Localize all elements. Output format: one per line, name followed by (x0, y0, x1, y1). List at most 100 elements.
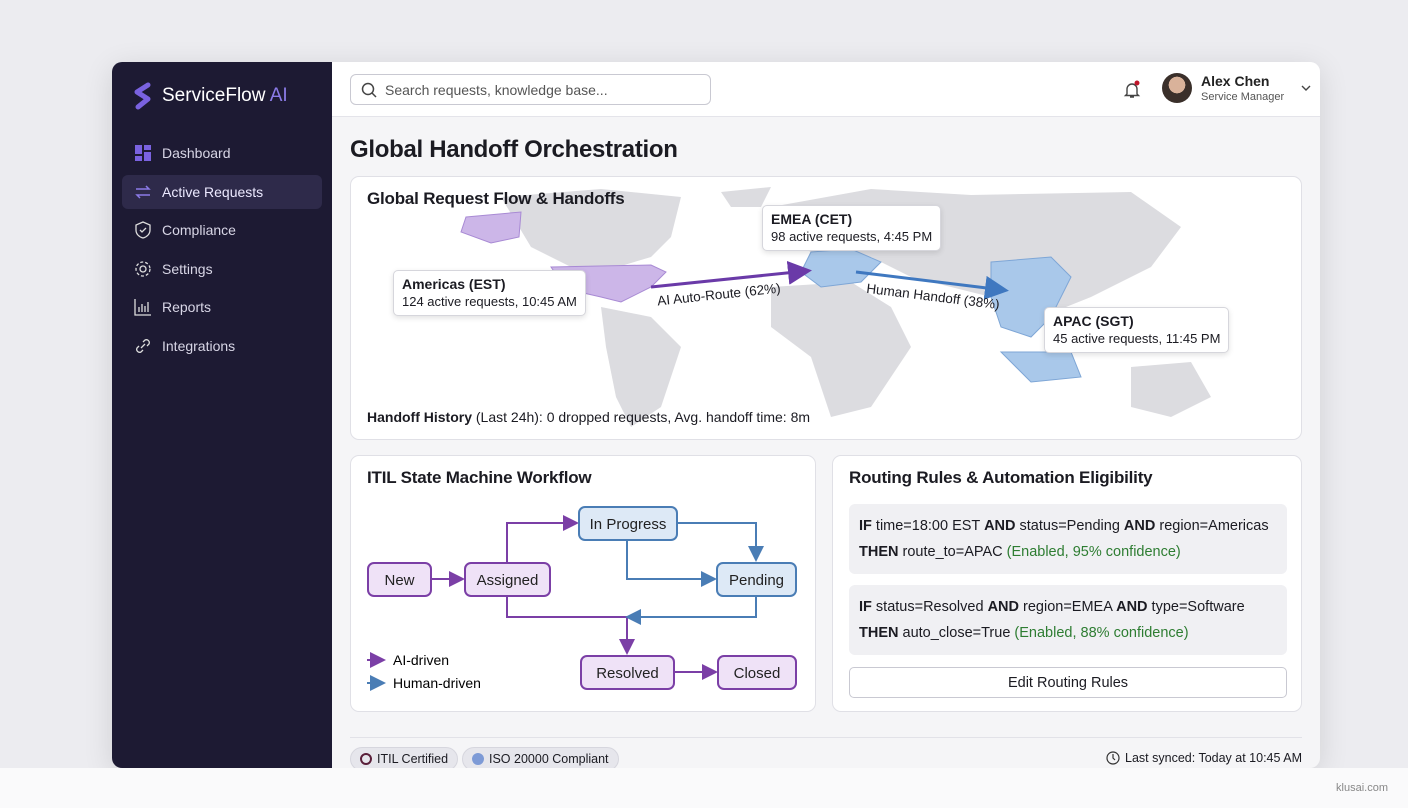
sidebar-item-compliance[interactable]: Compliance (122, 213, 322, 247)
search-input[interactable]: Search requests, knowledge base... (350, 74, 711, 105)
workflow-title: ITIL State Machine Workflow (367, 468, 592, 487)
sidebar-item-label: Dashboard (162, 145, 231, 161)
rule-status: (Enabled, 95% confidence) (1006, 544, 1181, 560)
state-label: In Progress (590, 516, 667, 533)
shield-check-icon (135, 221, 151, 239)
sidebar-item-dashboard[interactable]: Dashboard (122, 136, 322, 170)
search-icon (361, 82, 377, 98)
top-header: Search requests, knowledge base... Alex … (332, 62, 1320, 117)
sidebar-item-label: Integrations (162, 337, 236, 354)
dashboard-icon (135, 145, 151, 161)
state-pending[interactable]: Pending (716, 562, 797, 597)
search-placeholder: Search requests, knowledge base... (385, 81, 608, 98)
region-detail: 98 active requests, 4:45 PM (771, 229, 933, 244)
rule-token: IF (859, 518, 872, 534)
region-name: EMEA (CET) (771, 211, 853, 227)
routing-rule[interactable]: IF status=Resolved AND region=EMEA AND t… (849, 585, 1287, 655)
region-tooltip-apac[interactable]: APAC (SGT) 45 active requests, 11:45 PM (1044, 307, 1230, 353)
user-menu[interactable]: Alex Chen Service Manager (1162, 73, 1313, 103)
state-resolved[interactable]: Resolved (580, 655, 675, 690)
rule-token: status=Resolved (871, 599, 988, 615)
sync-text: Last synced: Today at 10:45 AM (1125, 751, 1302, 765)
region-tooltip-americas[interactable]: Americas (EST) 124 active requests, 10:45… (393, 270, 586, 316)
edit-routing-rules-button[interactable]: Edit Routing Rules (849, 667, 1287, 698)
clock-icon (1106, 751, 1120, 765)
human-handoff-arrow (855, 270, 1009, 300)
badge-label: ISO 20000 Compliant (489, 752, 609, 766)
chevron-down-icon (1301, 85, 1311, 91)
workflow-transition (626, 540, 717, 587)
workflow-diagram: New Assigned In Progress Pending Resolved Clo… (367, 506, 797, 691)
sidebar-item-label: Reports (162, 299, 212, 316)
legend-human-label: Human-driven (393, 675, 481, 691)
rule-action: THEN auto_close=True (Enabled, 88% confi… (859, 620, 1277, 646)
sidebar-item-reports[interactable]: Reports (122, 290, 322, 324)
workflow-card: ITIL State Machine Workflow New Assigned I… (350, 455, 816, 712)
routing-rules-title: Routing Rules & Automation Eligibility (849, 468, 1153, 487)
workflow-transition (677, 522, 764, 562)
routing-rules-card: Routing Rules & Automation Eligibility I… (832, 455, 1302, 712)
user-role: Service Manager (1201, 91, 1285, 103)
last-synced: Last synced: Today at 10:45 AM (1106, 751, 1302, 765)
sidebar-nav: Dashboard Active Requests Compliance Settin… (122, 136, 322, 368)
map-card: Global Request Flow & Handoffs Americas … (350, 176, 1302, 440)
footer: ITIL Certified ISO 20000 Compliant Last … (350, 737, 1302, 768)
ai-route-arrow (650, 260, 812, 289)
sidebar-item-settings[interactable]: Settings (122, 252, 322, 286)
rule-token: time=18:00 EST (871, 518, 985, 534)
sidebar-item-label: Compliance (162, 222, 236, 239)
rule-token: type=Software (1147, 599, 1245, 615)
workflow-transition (506, 515, 579, 563)
region-name: Americas (EST) (402, 276, 506, 292)
rule-token: AND (984, 518, 1016, 534)
watermark: klusai.com (1336, 782, 1388, 794)
sidebar-item-active-requests[interactable]: Active Requests (122, 174, 322, 209)
state-label: New (384, 572, 414, 589)
rule-token: region=Americas (1155, 518, 1269, 534)
state-in-progress[interactable]: In Progress (578, 506, 678, 541)
brand-name: ServiceFlow (162, 85, 266, 106)
rule-token: auto_close=True (898, 625, 1015, 641)
brand-suffix: AI (269, 85, 288, 106)
rule-token: THEN (859, 625, 899, 641)
workflow-transition (506, 596, 635, 655)
iso-compliant-badge: ISO 20000 Compliant (462, 747, 619, 768)
bell-icon[interactable] (1122, 80, 1142, 100)
rule-token: route_to=APAC (898, 544, 1007, 560)
region-tooltip-emea[interactable]: EMEA (CET) 98 active requests, 4:45 PM (762, 205, 942, 251)
iso-icon (472, 753, 484, 765)
state-label: Resolved (596, 665, 659, 682)
avatar (1162, 73, 1192, 103)
rule-status: (Enabled, 88% confidence) (1014, 625, 1189, 641)
rule-token: AND (987, 599, 1019, 615)
rule-condition: IF time=18:00 EST AND status=Pending AND… (859, 513, 1277, 539)
rule-token: region=EMEA (1018, 599, 1117, 615)
workflow-transition (625, 596, 757, 625)
arrows-exchange-icon (135, 185, 151, 199)
rule-token: AND (1123, 518, 1156, 534)
routing-rule[interactable]: IF time=18:00 EST AND status=Pending AND… (849, 504, 1287, 574)
app-window: ServiceFlow AI Dashboard Active Requests C… (112, 62, 1320, 768)
rule-token: status=Pending (1015, 518, 1124, 534)
sidebar-item-label: Active Requests (162, 183, 264, 200)
region-detail: 45 active requests, 11:45 PM (1053, 331, 1221, 346)
rule-action: THEN route_to=APAC (Enabled, 95% confide… (859, 539, 1277, 565)
itil-certified-badge: ITIL Certified (350, 747, 459, 768)
sidebar-item-integrations[interactable]: Integrations (122, 329, 322, 363)
region-name: APAC (SGT) (1053, 313, 1134, 329)
state-label: Pending (729, 572, 784, 589)
region-detail: 124 active requests, 10:45 AM (402, 294, 577, 309)
history-text: (Last 24h): 0 dropped requests, Avg. han… (472, 409, 811, 425)
state-closed[interactable]: Closed (717, 655, 797, 690)
badge-label: ITIL Certified (377, 752, 449, 766)
bar-chart-icon (134, 299, 151, 317)
state-new[interactable]: New (367, 562, 432, 597)
itil-icon (360, 753, 372, 765)
state-assigned[interactable]: Assigned (464, 562, 551, 597)
link-icon (136, 339, 150, 353)
history-label: Handoff History (367, 409, 472, 425)
rule-token: IF (859, 599, 872, 615)
logo[interactable]: ServiceFlow AI (132, 82, 288, 110)
rule-token: AND (1116, 599, 1148, 615)
rule-token: THEN (859, 544, 899, 560)
